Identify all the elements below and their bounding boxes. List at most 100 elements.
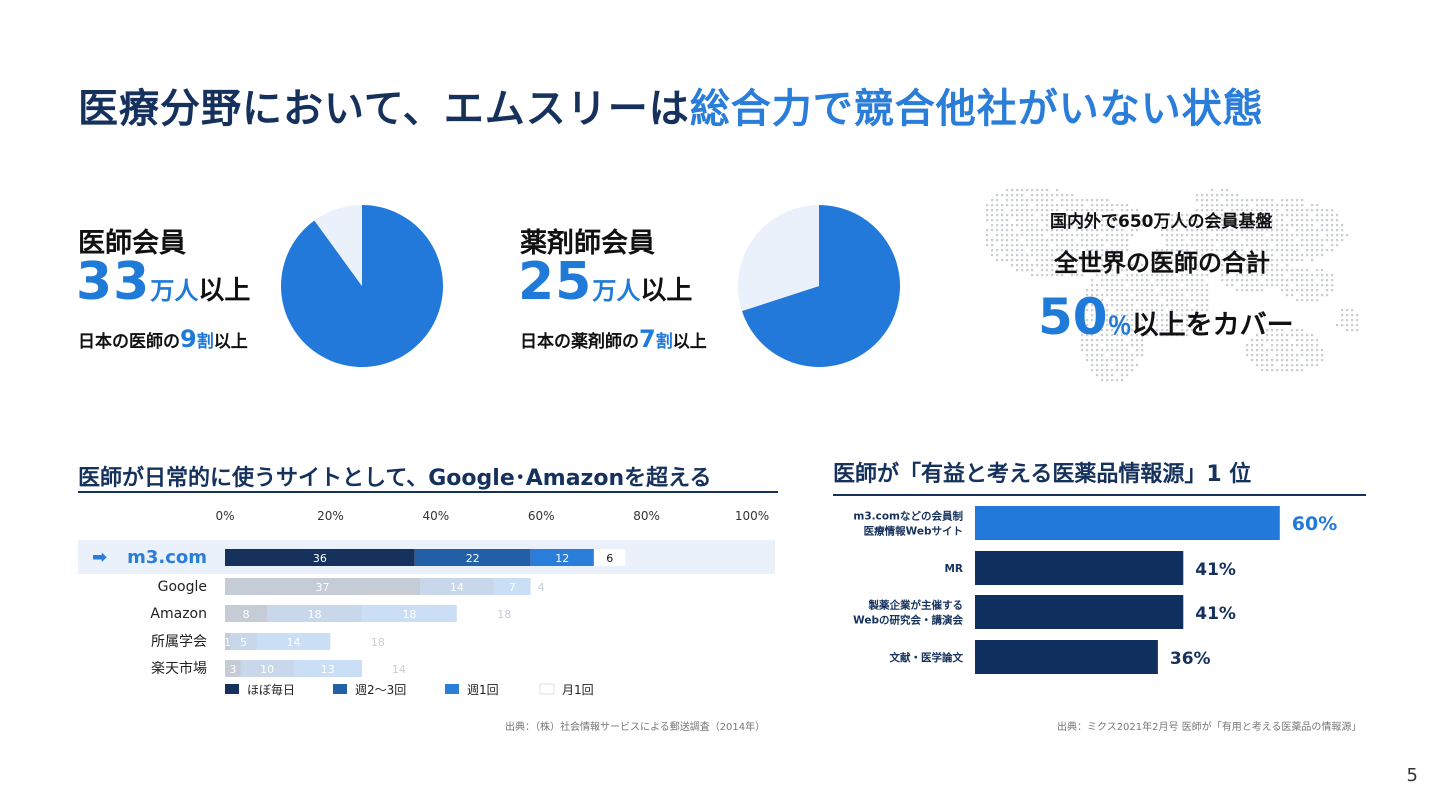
world-map-dot: [1131, 309, 1134, 312]
info-source-heading: 医師が「有益と考える医薬品情報源」1 位: [833, 462, 1252, 487]
world-map-dot: [1111, 319, 1114, 322]
world-map-dot: [1131, 359, 1134, 362]
world-map-dot: [1156, 274, 1159, 277]
world-map-dot: [1266, 239, 1269, 242]
world-map-dot: [991, 239, 994, 242]
world-map-dot: [1016, 234, 1019, 237]
world-map-dot: [1091, 304, 1094, 307]
world-number: 50: [1038, 288, 1108, 346]
world-map-dot: [1166, 274, 1169, 277]
world-map-dot: [1271, 269, 1274, 272]
world-map-dot: [1136, 314, 1139, 317]
world-map-dot: [996, 254, 999, 257]
world-map-dot: [1266, 369, 1269, 372]
world-map-dot: [986, 234, 989, 237]
world-map-dot: [1186, 244, 1189, 247]
world-map-dot: [1291, 369, 1294, 372]
world-map-dot: [1131, 299, 1134, 302]
world-map-dot: [1241, 199, 1244, 202]
world-map-dot: [1316, 249, 1319, 252]
world-map-dot: [1166, 294, 1169, 297]
world-map-dot: [1081, 204, 1084, 207]
world-map-dot: [1081, 349, 1084, 352]
world-map-dot: [1121, 324, 1124, 327]
world-map-dot: [1166, 319, 1169, 322]
world-map-dot: [1101, 264, 1104, 267]
world-map-dot: [1091, 349, 1094, 352]
pharmacists-share-post: 以上: [672, 332, 707, 352]
world-map-dot: [1046, 244, 1049, 247]
world-map-dot: [1066, 244, 1069, 247]
legend-label: 週1回: [467, 683, 499, 697]
physicians-share: 日本の医師の9割以上: [78, 325, 248, 353]
world-map-dot: [1016, 224, 1019, 227]
world-map-dot: [1201, 224, 1204, 227]
world-map-dot: [1291, 294, 1294, 297]
world-map-dot: [1106, 254, 1109, 257]
world-map-dot: [1111, 219, 1114, 222]
world-member-base: 国内外で650万人の会員基盤: [1050, 212, 1273, 232]
world-map-dot: [1056, 214, 1059, 217]
world-map-dot: [1186, 314, 1189, 317]
world-map-dot: [1121, 234, 1124, 237]
world-map-dot: [1091, 204, 1094, 207]
world-map-dot: [991, 219, 994, 222]
world-map-dot: [1181, 329, 1184, 332]
bar-segment: [456, 605, 552, 622]
world-map-dot: [1256, 204, 1259, 207]
world-map-dot: [1146, 319, 1149, 322]
world-map-dot: [1311, 339, 1314, 342]
world-map-dot: [1116, 244, 1119, 247]
world-map-dot: [1161, 229, 1164, 232]
world-map-dot: [1231, 214, 1234, 217]
world-map-dot: [1161, 334, 1164, 337]
world-map-dot: [1226, 234, 1229, 237]
world-map-dot: [1126, 269, 1129, 272]
world-map-dot: [1196, 249, 1199, 252]
world-map-dot: [1186, 234, 1189, 237]
world-map-dot: [1171, 324, 1174, 327]
world-map-dot: [1196, 224, 1199, 227]
world-map-dot: [1211, 244, 1214, 247]
world-map-dot: [1046, 239, 1049, 242]
world-map-dot: [1111, 329, 1114, 332]
world-map-dot: [1206, 269, 1209, 272]
bar-segment: [414, 549, 531, 566]
world-map-dot: [1271, 209, 1274, 212]
world-map-dot: [1146, 329, 1149, 332]
world-map-dot: [1231, 199, 1234, 202]
data-label: 18: [308, 608, 322, 621]
world-map-dot: [1091, 229, 1094, 232]
world-map-dot: [1206, 289, 1209, 292]
world-map-dot: [1161, 284, 1164, 287]
world-map-dot: [1101, 359, 1104, 362]
world-map-dot: [1201, 284, 1204, 287]
world-map-dot: [1051, 224, 1054, 227]
world-map-dot: [1066, 214, 1069, 217]
world-map-dot: [1081, 224, 1084, 227]
world-map-dot: [1166, 324, 1169, 327]
world-map-dot: [1256, 289, 1259, 292]
world-map-dot: [1156, 249, 1159, 252]
world-map-dot: [1061, 269, 1064, 272]
world-map-dot: [1161, 279, 1164, 282]
world-map-dot: [1086, 289, 1089, 292]
world-map-dot: [1326, 249, 1329, 252]
world-map-dot: [1136, 269, 1139, 272]
world-map-dot: [1186, 274, 1189, 277]
world-map-dot: [1116, 249, 1119, 252]
world-map-dot: [1166, 314, 1169, 317]
world-map-dot: [1146, 289, 1149, 292]
world-map-dot: [1101, 259, 1104, 262]
world-map-dot: [1226, 254, 1229, 257]
pharmacists-share-pre: 日本の薬剤師の: [520, 332, 639, 352]
world-map-dot: [1231, 249, 1234, 252]
world-map-dot: [1011, 259, 1014, 262]
world-map-dot: [1301, 369, 1304, 372]
world-map-dot: [1296, 364, 1299, 367]
world-map-dot: [1126, 279, 1129, 282]
world-map-dot: [1201, 319, 1204, 322]
world-map-dot: [1281, 344, 1284, 347]
world-map-dot: [1076, 264, 1079, 267]
world-map-dot: [1176, 324, 1179, 327]
